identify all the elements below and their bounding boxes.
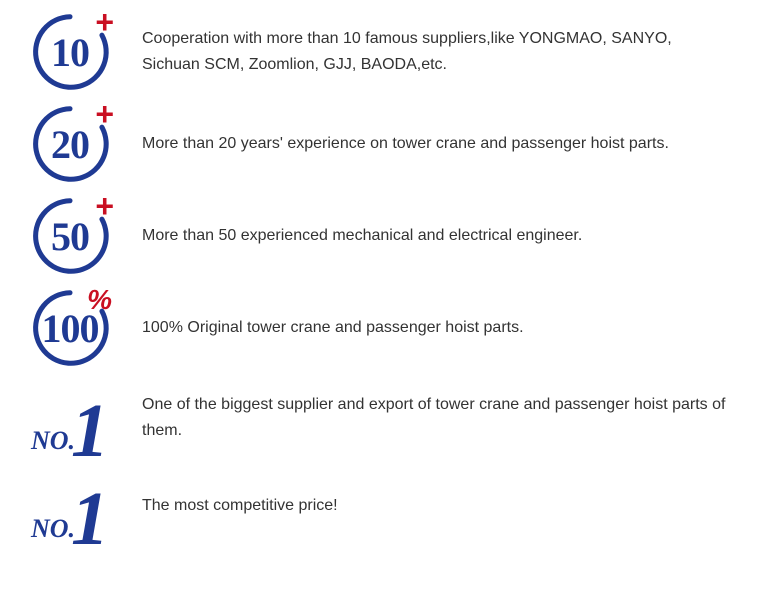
circle-badge: 100 % [28, 286, 112, 370]
feature-row: 100 % 100% Original tower crane and pass… [20, 286, 740, 370]
badge-suffix: + [95, 188, 114, 225]
feature-description: Cooperation with more than 10 famous sup… [120, 26, 740, 77]
badge-number: 50 [51, 213, 89, 260]
no-number: 1 [71, 493, 109, 546]
badge-suffix: + [95, 4, 114, 41]
no-prefix: NO. [31, 516, 75, 542]
badge-suffix: + [95, 96, 114, 133]
circle-badge: 20 + [28, 102, 112, 186]
feature-row: NO. 1 The most competitive price! [20, 466, 740, 546]
infographic-container: 10 + Cooperation with more than 10 famou… [20, 10, 740, 546]
feature-description: More than 20 years' experience on tower … [120, 131, 740, 157]
no-badge: NO. 1 [20, 378, 120, 458]
badge-suffix: % [87, 284, 112, 316]
no-number: 1 [71, 405, 109, 458]
feature-description: More than 50 experienced mechanical and … [120, 223, 740, 249]
badge-wrapper: 10 + [20, 10, 120, 94]
feature-row: 10 + Cooperation with more than 10 famou… [20, 10, 740, 94]
badge-number: 10 [51, 29, 89, 76]
feature-description: 100% Original tower crane and passenger … [120, 315, 740, 341]
badge-number: 20 [51, 121, 89, 168]
feature-description: One of the biggest supplier and export o… [120, 392, 740, 443]
badge-wrapper: 50 + [20, 194, 120, 278]
badge-wrapper: NO. 1 [20, 466, 120, 546]
circle-badge: 10 + [28, 10, 112, 94]
feature-row: NO. 1 One of the biggest supplier and ex… [20, 378, 740, 458]
feature-row: 20 + More than 20 years' experience on t… [20, 102, 740, 186]
feature-description: The most competitive price! [120, 493, 740, 519]
badge-wrapper: NO. 1 [20, 378, 120, 458]
circle-badge: 50 + [28, 194, 112, 278]
badge-wrapper: 100 % [20, 286, 120, 370]
badge-wrapper: 20 + [20, 102, 120, 186]
no-badge: NO. 1 [20, 466, 120, 546]
no-prefix: NO. [31, 428, 75, 454]
feature-row: 50 + More than 50 experienced mechanical… [20, 194, 740, 278]
